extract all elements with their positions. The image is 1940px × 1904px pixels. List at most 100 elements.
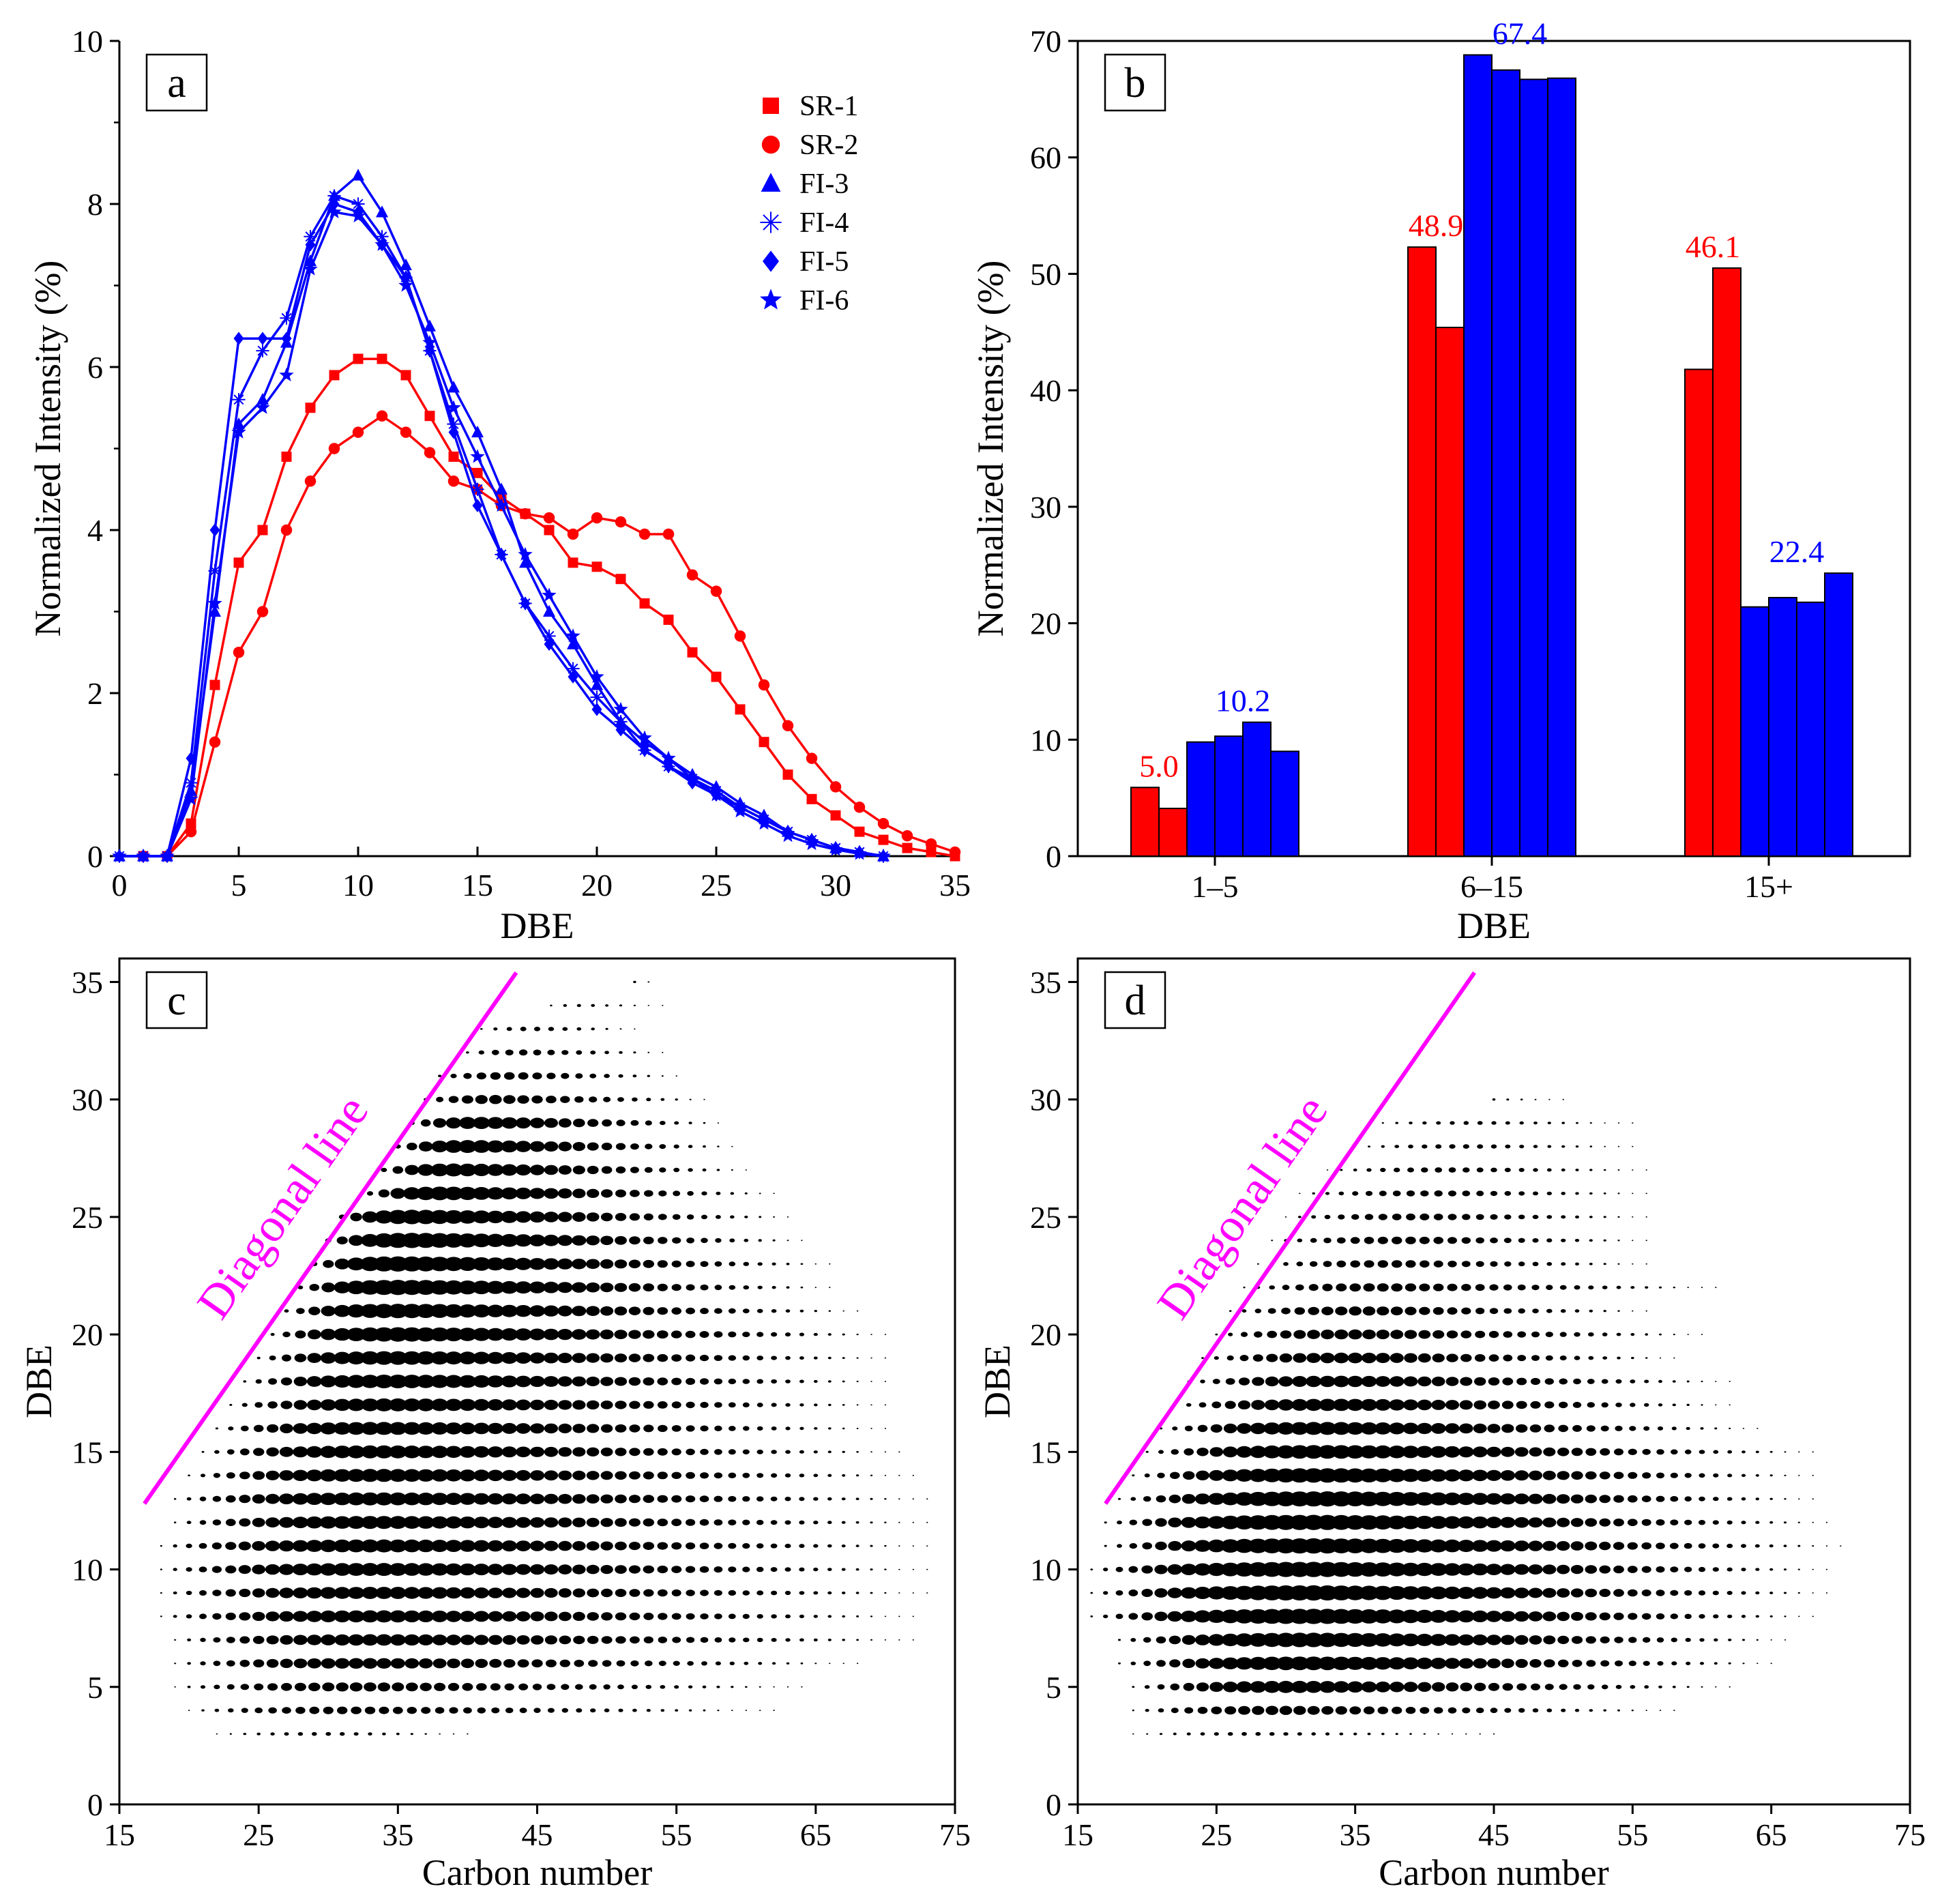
bubble	[467, 1733, 469, 1735]
bubble	[1449, 1144, 1456, 1149]
bubble	[1500, 1587, 1516, 1599]
bubble	[1460, 1682, 1473, 1692]
bubble	[501, 1493, 517, 1505]
bubble	[1656, 1519, 1665, 1526]
bubble	[630, 1119, 639, 1126]
bubble	[716, 1191, 721, 1195]
bubble	[1447, 1307, 1458, 1315]
data-point	[661, 750, 676, 765]
bubble	[630, 1190, 640, 1197]
bubble	[1423, 1733, 1426, 1735]
bubble	[1223, 1423, 1237, 1433]
bubble	[188, 1710, 190, 1712]
bubble	[1214, 1732, 1219, 1736]
bubble	[701, 1214, 708, 1220]
bubble	[1401, 1492, 1420, 1506]
bubble	[827, 1497, 832, 1501]
bubble	[1528, 1517, 1543, 1528]
bubble	[265, 1470, 280, 1480]
bubble	[1604, 1145, 1606, 1147]
bubble	[572, 1564, 586, 1575]
bubble	[1585, 1448, 1597, 1456]
bubble	[334, 1281, 351, 1293]
bubble	[898, 1568, 900, 1570]
y-tick-label: 20	[1030, 606, 1061, 641]
bubble	[1154, 1611, 1168, 1622]
bubble	[898, 1451, 900, 1453]
data-point	[615, 574, 626, 585]
bubble	[1656, 1542, 1665, 1550]
bubble	[1561, 1708, 1566, 1712]
bubble	[531, 1659, 543, 1668]
bubble	[629, 1213, 641, 1221]
bubble	[770, 1520, 778, 1525]
bubble	[773, 1710, 775, 1712]
bubble	[1586, 1660, 1596, 1667]
bubble	[1241, 1309, 1247, 1313]
bubble	[1307, 1330, 1321, 1339]
x-tick-label: 35	[939, 868, 971, 903]
bubble	[1405, 1283, 1417, 1292]
bubble	[717, 1122, 720, 1124]
bubble	[1645, 1286, 1649, 1289]
bubble	[544, 1141, 559, 1152]
bubble	[1154, 1564, 1168, 1575]
bubble	[563, 1004, 568, 1007]
data-point	[925, 838, 937, 850]
bubble	[1641, 1566, 1651, 1573]
bubble	[1812, 1568, 1814, 1570]
bubble	[1344, 1515, 1366, 1530]
bubble	[699, 1519, 709, 1526]
bubble	[643, 1518, 654, 1527]
bubble	[1755, 1497, 1759, 1501]
bubble	[239, 1495, 251, 1504]
bubble	[799, 1497, 805, 1502]
bubble	[1686, 1686, 1690, 1688]
bubble	[1444, 1658, 1460, 1669]
data-point	[422, 334, 437, 349]
bubble	[546, 1096, 557, 1104]
bubble	[1517, 1284, 1526, 1291]
bubble	[213, 1637, 221, 1643]
bubble	[516, 1564, 531, 1575]
bubble	[842, 1450, 845, 1453]
bubble	[1575, 1145, 1579, 1148]
bubble	[686, 1214, 694, 1220]
bubble	[1714, 1638, 1718, 1642]
bubble	[1402, 1657, 1420, 1670]
bubble	[238, 1565, 251, 1575]
bubble	[1472, 1469, 1488, 1482]
bubble	[800, 1263, 804, 1265]
bubble	[870, 1381, 872, 1382]
data-point	[567, 528, 579, 540]
bubble	[292, 1540, 309, 1552]
bubble	[199, 1613, 207, 1620]
bubble	[603, 1096, 611, 1102]
data-point	[352, 169, 364, 181]
bubble	[325, 1731, 332, 1736]
bubble	[557, 1212, 572, 1222]
bubble	[1388, 1657, 1406, 1670]
data-point	[256, 344, 269, 357]
bubble	[600, 1259, 614, 1269]
bubble	[558, 1470, 572, 1480]
bubble	[1380, 1167, 1386, 1173]
bubble	[629, 1401, 641, 1409]
bubble	[1741, 1591, 1746, 1595]
bubble	[1632, 1216, 1634, 1218]
bubble	[476, 1072, 486, 1080]
bubble	[1727, 1450, 1733, 1454]
bubble	[1146, 1733, 1149, 1735]
bubble	[1561, 1262, 1566, 1266]
bubble	[1825, 1521, 1828, 1523]
bubble	[1712, 1520, 1719, 1525]
bubble	[728, 1331, 737, 1338]
bubble	[686, 1542, 696, 1550]
bubble	[266, 1447, 279, 1456]
data-point	[183, 791, 199, 806]
bubble	[756, 1449, 763, 1454]
bubble	[334, 1610, 351, 1623]
bubble	[1403, 1682, 1418, 1693]
bubble	[799, 1614, 804, 1618]
bubble	[1672, 1403, 1676, 1407]
